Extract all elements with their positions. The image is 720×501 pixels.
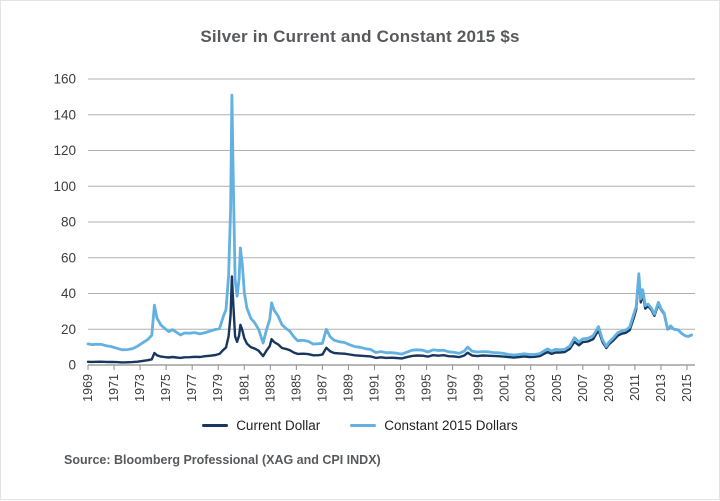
legend-item-current-dollar: Current Dollar <box>202 418 320 433</box>
svg-text:1987: 1987 <box>315 374 329 402</box>
svg-text:2007: 2007 <box>576 374 590 402</box>
svg-text:120: 120 <box>53 143 76 158</box>
svg-text:1995: 1995 <box>420 374 434 402</box>
svg-text:40: 40 <box>61 286 76 301</box>
svg-text:1993: 1993 <box>394 374 408 402</box>
svg-text:1989: 1989 <box>341 374 355 402</box>
svg-text:1997: 1997 <box>446 374 460 402</box>
svg-text:100: 100 <box>53 179 76 194</box>
svg-text:1977: 1977 <box>185 374 199 402</box>
svg-text:1973: 1973 <box>133 374 147 402</box>
current-dollar-line-swatch-icon <box>202 423 229 428</box>
svg-text:2015: 2015 <box>680 374 694 402</box>
svg-text:2003: 2003 <box>524 374 538 402</box>
source-note: Source: Bloomberg Professional (XAG and … <box>64 453 381 467</box>
svg-text:1999: 1999 <box>472 374 486 402</box>
svg-text:2005: 2005 <box>550 374 564 402</box>
svg-text:2009: 2009 <box>602 374 616 402</box>
svg-text:80: 80 <box>61 215 76 230</box>
legend-label-constant-2015-dollars: Constant 2015 Dollars <box>384 418 518 433</box>
svg-text:1991: 1991 <box>367 374 381 402</box>
svg-text:140: 140 <box>53 107 76 122</box>
svg-text:1985: 1985 <box>289 374 303 402</box>
constant-2015-dollars-line-swatch-icon <box>350 423 377 428</box>
svg-text:1983: 1983 <box>263 374 277 402</box>
svg-text:1979: 1979 <box>211 374 225 402</box>
svg-text:1969: 1969 <box>81 374 95 402</box>
svg-text:2001: 2001 <box>498 374 512 402</box>
legend-item-constant-2015-dollars: Constant 2015 Dollars <box>350 418 518 433</box>
legend: Current Dollar Constant 2015 Dollars <box>1 418 719 433</box>
svg-text:0: 0 <box>68 358 76 373</box>
svg-text:1975: 1975 <box>159 374 173 402</box>
legend-label-current-dollar: Current Dollar <box>236 418 321 433</box>
svg-text:2013: 2013 <box>654 374 668 402</box>
svg-text:1981: 1981 <box>237 374 251 402</box>
svg-text:160: 160 <box>53 72 76 87</box>
svg-text:20: 20 <box>61 322 76 337</box>
svg-text:60: 60 <box>61 250 76 265</box>
svg-text:1971: 1971 <box>107 374 121 402</box>
chart-title: Silver in Current and Constant 2015 $s <box>200 27 520 46</box>
svg-text:2011: 2011 <box>628 374 642 401</box>
